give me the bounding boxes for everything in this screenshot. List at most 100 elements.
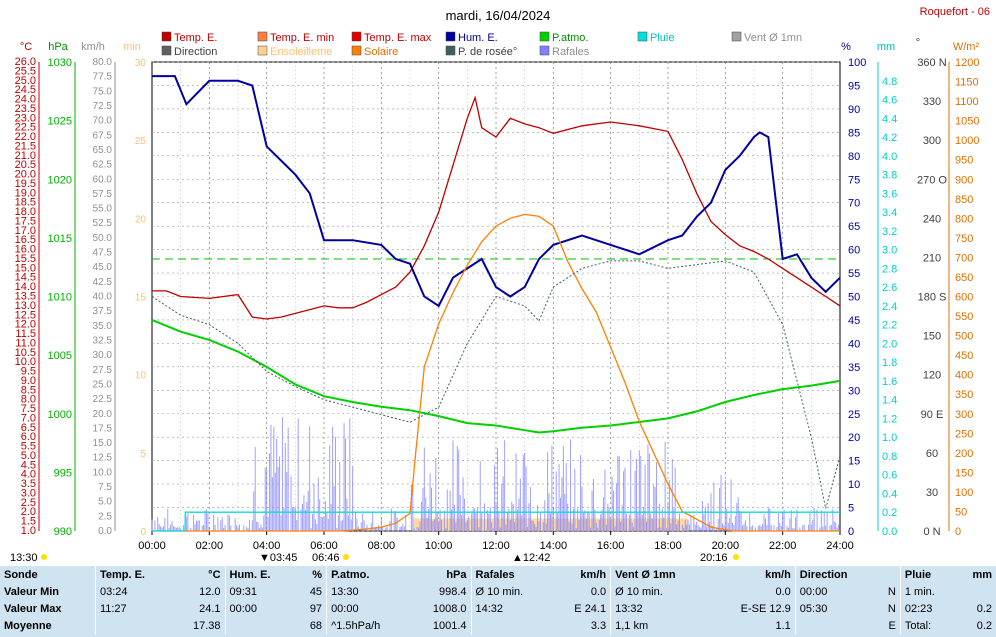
temp-tick-label: 8.0 <box>21 394 36 406</box>
sun-tick-label: 20 <box>135 214 147 225</box>
cell-value: E-SE 12.9 <box>740 602 791 615</box>
cell-value: N <box>887 602 896 615</box>
temp-tick-label: 6.0 <box>21 431 36 443</box>
wind-tick-label: 17.5 <box>93 423 113 434</box>
wind-tick-label: 35.0 <box>93 321 113 332</box>
temp-tick-label: 5.5 <box>21 441 36 453</box>
x-tick-label: 16:00 <box>597 540 625 552</box>
dir-tick-label: 180 S <box>918 292 947 304</box>
x-tick-label: 24:00 <box>826 540 854 552</box>
dir-tick-label: 300 <box>923 135 941 147</box>
solar-tick-label: 400 <box>955 370 973 382</box>
temp-tick-label: 13.0 <box>15 300 36 312</box>
temp-tick-label: 16.0 <box>15 244 36 256</box>
pressure-tick-label: 990 <box>54 526 72 538</box>
cell-time: Ø 10 min. <box>470 583 553 600</box>
legend-label: Temp. E. max <box>364 32 432 44</box>
col-dir: Direction <box>794 566 877 583</box>
wind-tick-label: 62.5 <box>93 160 113 171</box>
rain-tick-label: 4.4 <box>882 113 897 125</box>
dir-tick-label: 30 <box>926 487 938 499</box>
solar-tick-label: 200 <box>955 448 973 460</box>
sun-tick-label: 10 <box>135 371 147 382</box>
hum-tick-label: 30 <box>848 385 860 397</box>
cell-value: 68 <box>309 619 323 632</box>
solar-tick-label: 1050 <box>955 116 979 128</box>
cell-time: 05:30 <box>794 600 877 617</box>
series-line <box>152 75 841 308</box>
rain-tick-label: 1.2 <box>882 413 897 425</box>
temp-tick-label: 9.5 <box>21 366 36 378</box>
temp-tick-label: 2.5 <box>21 497 36 509</box>
cell-time: 1 min. <box>899 583 957 600</box>
legend-swatch <box>351 31 362 42</box>
legend-label: Rafales <box>552 46 590 58</box>
temp-tick-label: 24.5 <box>15 84 36 96</box>
x-tick-label: 02:00 <box>196 540 224 552</box>
temp-tick-label: 8.5 <box>21 384 36 396</box>
x-tick-label: 22:00 <box>769 540 797 552</box>
dir-tick-label: 60 <box>926 448 938 460</box>
temp-tick-label: 21.5 <box>15 140 36 152</box>
row-avg: Moyenne 17.38 68 ^1.5hPa/h 1001.4 3.3 1,… <box>0 617 996 634</box>
temp-tick-label: 4.5 <box>21 459 36 471</box>
hum-tick-label: 25 <box>848 409 860 421</box>
rain-tick-label: 0.4 <box>882 488 897 500</box>
wind-tick-label: 7.5 <box>98 482 112 493</box>
col-press: P.atmo. <box>326 566 411 583</box>
dir-tick-label: 210 <box>923 252 941 264</box>
cell-value: 3.3 <box>590 619 607 632</box>
hum-tick-label: 5 <box>848 503 854 515</box>
temp-tick-label: 1.0 <box>21 525 36 537</box>
rain-tick-label: 3.0 <box>882 245 897 257</box>
cell-value: 17.38 <box>192 619 221 632</box>
hum-tick-label: 80 <box>848 151 860 163</box>
wind-tick-label: 57.5 <box>93 189 113 200</box>
rain-tick-label: 4.8 <box>882 76 897 88</box>
rain-tick-label: 2.6 <box>882 282 897 294</box>
hum-tick-label: 100 <box>848 57 866 69</box>
temp-tick-label: 25.5 <box>15 65 36 77</box>
temp-tick-label: 20.5 <box>15 159 36 171</box>
hum-tick-label: 20 <box>848 432 860 444</box>
cell-time: 13:32 <box>610 600 711 617</box>
legend-swatch <box>161 31 172 42</box>
wind-tick-label: 45.0 <box>93 262 113 273</box>
cell-time: 1,1 km <box>610 617 711 634</box>
rain-tick-label: 2.0 <box>882 338 897 350</box>
pressure-tick-label: 1000 <box>48 409 72 421</box>
pressure-tick-label: 1030 <box>48 57 72 69</box>
cell-value: 45 <box>309 585 323 598</box>
dir-tick-label: 270 O <box>917 174 947 186</box>
temp-tick-label: 17.5 <box>15 215 36 227</box>
cell-time: 00:00 <box>224 600 297 617</box>
pressure-tick-label: 1010 <box>48 292 72 304</box>
temp-tick-label: 15.5 <box>15 253 36 265</box>
solar-tick-label: 1200 <box>955 57 979 69</box>
solar-tick-label: 900 <box>955 174 973 186</box>
solar-tick-label: 450 <box>955 350 973 362</box>
rain-tick-label: 3.8 <box>882 170 897 182</box>
col-gust: Rafales <box>470 566 553 583</box>
wind-tick-label: 27.5 <box>93 365 113 376</box>
solar-tick-label: 600 <box>955 292 973 304</box>
cell-time: 00:00 <box>794 583 877 600</box>
temp-tick-label: 26.0 <box>15 56 36 68</box>
rain-tick-label: 4.2 <box>882 132 897 144</box>
hum-tick-label: 55 <box>848 268 860 280</box>
solar-tick-label: 750 <box>955 233 973 245</box>
legend-swatch <box>539 31 550 42</box>
col-press-unit: hPa <box>446 568 467 581</box>
hum-tick-label: 40 <box>848 338 860 350</box>
temp-tick-label: 20.0 <box>15 169 36 181</box>
temp-tick-label: 10.0 <box>15 356 36 368</box>
cell-time: 03:24 <box>94 583 173 600</box>
row-label: Moyenne <box>4 619 52 632</box>
x-tick-label: 08:00 <box>368 540 396 552</box>
col-wind: Vent Ø 1mn <box>610 566 711 583</box>
rain-tick-label: 3.6 <box>882 188 897 200</box>
cell-time: ^1.5hPa/h <box>326 617 411 634</box>
temp-tick-label: 10.5 <box>15 347 36 359</box>
temp-tick-label: 7.0 <box>21 412 36 424</box>
solar-tick-label: 250 <box>955 428 973 440</box>
